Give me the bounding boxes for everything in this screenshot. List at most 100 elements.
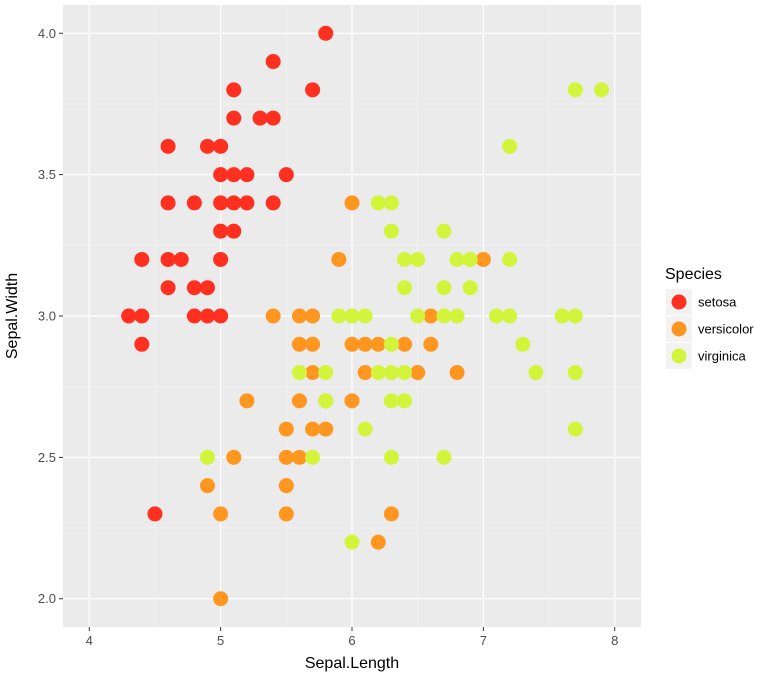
data-point-versicolor <box>331 251 347 267</box>
data-point-virginica <box>397 393 413 409</box>
data-point-setosa <box>213 251 229 267</box>
data-point-virginica <box>370 195 386 211</box>
data-point-virginica <box>594 82 610 98</box>
data-point-versicolor <box>239 393 255 409</box>
data-point-virginica <box>489 308 504 324</box>
data-point-setosa <box>160 138 176 154</box>
data-point-setosa <box>134 336 150 352</box>
data-point-virginica <box>331 308 347 324</box>
data-point-virginica <box>436 280 452 296</box>
data-point-versicolor <box>410 365 426 381</box>
data-point-virginica <box>436 308 452 324</box>
data-point-virginica <box>397 365 413 381</box>
data-point-virginica <box>318 393 334 409</box>
data-point-virginica <box>462 280 478 296</box>
y-tick-label: 2.5 <box>38 450 56 465</box>
y-axis-ticks: 2.0 2.5 3.0 3.5 4.0 <box>38 26 63 606</box>
data-point-versicolor <box>344 336 360 352</box>
data-point-virginica <box>515 336 531 352</box>
legend-label-versicolor: versicolor <box>698 322 754 337</box>
legend-label-virginica: virginica <box>698 349 746 364</box>
data-point-setosa <box>265 54 281 70</box>
data-point-versicolor <box>265 308 281 324</box>
data-point-virginica <box>383 393 399 409</box>
legend: Species setosa versicolor virginica <box>665 266 754 369</box>
data-point-virginica <box>370 365 386 381</box>
data-point-setosa <box>147 506 163 522</box>
data-point-virginica <box>567 82 583 98</box>
data-point-versicolor <box>357 336 373 352</box>
data-points <box>121 25 610 607</box>
data-point-setosa <box>226 167 242 183</box>
data-point-versicolor <box>423 308 439 324</box>
y-tick-label: 2.0 <box>38 591 56 606</box>
data-point-versicolor <box>291 393 307 409</box>
data-point-virginica <box>383 449 399 465</box>
data-point-setosa <box>186 195 202 211</box>
data-point-versicolor <box>475 251 491 267</box>
x-tick-label: 6 <box>348 633 355 648</box>
data-point-setosa <box>213 308 229 324</box>
data-point-virginica <box>567 365 583 381</box>
data-point-virginica <box>436 223 452 239</box>
data-point-virginica <box>567 421 583 437</box>
data-point-setosa <box>200 280 215 296</box>
data-point-virginica <box>554 308 570 324</box>
data-point-setosa <box>160 280 176 296</box>
data-point-setosa <box>160 251 176 267</box>
data-point-setosa <box>186 280 202 296</box>
data-point-versicolor <box>305 365 321 381</box>
x-tick-label: 7 <box>480 633 487 648</box>
data-point-versicolor <box>291 449 307 465</box>
data-point-versicolor <box>291 308 307 324</box>
data-point-virginica <box>383 336 399 352</box>
data-point-virginica <box>567 308 583 324</box>
data-point-setosa <box>265 110 281 126</box>
data-point-virginica <box>502 251 518 267</box>
y-axis-title: Sepal.Width <box>4 273 21 359</box>
data-point-setosa <box>200 308 215 324</box>
data-point-versicolor <box>397 336 413 352</box>
data-point-versicolor <box>344 195 360 211</box>
legend-label-setosa: setosa <box>698 295 737 310</box>
data-point-setosa <box>239 195 255 211</box>
data-point-setosa <box>200 138 215 154</box>
data-point-virginica <box>449 308 465 324</box>
data-point-virginica <box>449 251 465 267</box>
y-tick-label: 4.0 <box>38 26 56 41</box>
data-point-virginica <box>502 308 518 324</box>
x-tick-label: 5 <box>217 633 224 648</box>
data-point-virginica <box>436 449 452 465</box>
data-point-virginica <box>410 308 426 324</box>
legend-key-versicolor <box>671 321 687 337</box>
data-point-setosa <box>213 195 229 211</box>
data-point-setosa <box>226 223 242 239</box>
data-point-virginica <box>383 223 399 239</box>
data-point-virginica <box>291 365 307 381</box>
data-point-versicolor <box>344 393 360 409</box>
data-point-virginica <box>357 421 373 437</box>
data-point-setosa <box>226 195 242 211</box>
data-point-virginica <box>344 534 360 550</box>
data-point-virginica <box>200 449 215 465</box>
data-point-setosa <box>134 251 150 267</box>
data-point-versicolor <box>213 506 229 522</box>
legend-key-virginica <box>671 348 687 364</box>
data-point-setosa <box>226 110 242 126</box>
data-point-virginica <box>383 195 399 211</box>
data-point-setosa <box>121 308 137 324</box>
data-point-setosa <box>239 167 255 183</box>
data-point-setosa <box>278 167 294 183</box>
data-point-versicolor <box>318 421 334 437</box>
x-tick-label: 8 <box>611 633 618 648</box>
data-point-virginica <box>357 308 373 324</box>
data-point-versicolor <box>305 421 321 437</box>
data-point-versicolor <box>370 534 386 550</box>
x-tick-label: 4 <box>86 633 93 648</box>
data-point-versicolor <box>226 449 242 465</box>
data-point-setosa <box>318 25 334 41</box>
legend-title: Species <box>665 266 722 283</box>
y-tick-label: 3.5 <box>38 167 56 182</box>
data-point-versicolor <box>278 421 294 437</box>
